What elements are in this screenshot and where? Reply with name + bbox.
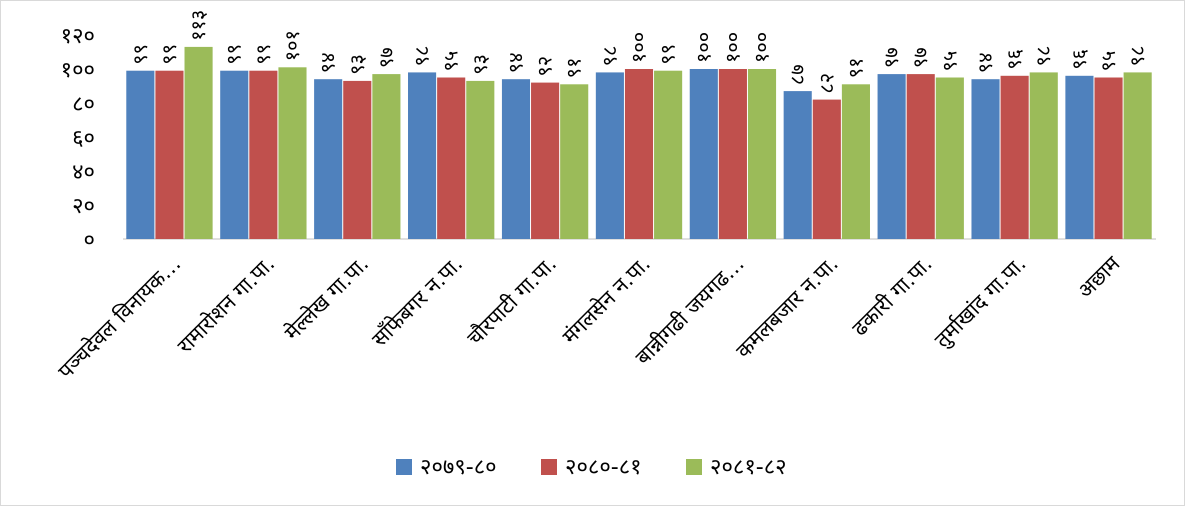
- legend-swatch: [396, 459, 412, 475]
- bar-2: [812, 99, 841, 239]
- data-label: ८७: [785, 64, 809, 85]
- bar-2: [249, 70, 278, 239]
- data-label: ९८: [1031, 46, 1055, 67]
- bar-2: [906, 74, 935, 239]
- data-label: ९३: [468, 54, 492, 75]
- data-label: ९५: [1096, 51, 1120, 72]
- bar-1: [314, 79, 343, 239]
- bar-3: [1123, 72, 1152, 240]
- data-label: ९९: [251, 44, 275, 65]
- data-label: ९४: [503, 52, 527, 73]
- bar-3: [372, 74, 401, 239]
- data-label: १००: [627, 32, 651, 63]
- legend-label: २०८१-८२: [710, 455, 787, 480]
- bar-1: [220, 70, 249, 239]
- bar-3: [935, 77, 964, 239]
- x-tick-label: मेल्लेख गा.पा.: [280, 252, 373, 345]
- bar-2: [437, 77, 466, 239]
- data-label: १००: [720, 32, 744, 63]
- data-label: ९६: [1067, 49, 1091, 70]
- data-label: ९४: [973, 52, 997, 73]
- data-label: ९५: [439, 51, 463, 72]
- x-tick-label: अछाम: [1073, 251, 1125, 303]
- bar-1: [595, 72, 624, 240]
- data-label: ९७: [908, 47, 932, 68]
- bar-1: [1065, 75, 1094, 239]
- x-tick-label: चौरपाटी गा.पा.: [463, 252, 562, 351]
- data-label: १००: [691, 32, 715, 63]
- data-label: ९८: [410, 46, 434, 67]
- bar-1: [126, 70, 155, 239]
- bar-2: [531, 82, 560, 239]
- x-tick-label: पञ्चदेवल विनायक…: [53, 252, 185, 384]
- bar-3: [184, 46, 213, 240]
- bar-3: [747, 69, 777, 239]
- bar-2: [155, 70, 184, 239]
- x-tick-label: साँफेबगर न.पा.: [367, 252, 467, 352]
- data-label: ९१: [843, 57, 867, 78]
- legend-swatch: [686, 459, 702, 475]
- x-tick-label: ढकारी गा.पा.: [848, 252, 937, 341]
- x-tick-label: रामारोशन गा.पा.: [173, 252, 280, 359]
- bar-1: [501, 79, 531, 239]
- bar-3: [560, 84, 589, 239]
- y-tick-label: ०: [84, 228, 95, 253]
- legend-label: २०८०-८१: [565, 455, 642, 480]
- bar-1: [783, 91, 812, 239]
- data-label: ९९: [128, 44, 152, 65]
- data-label: ९६: [1002, 49, 1026, 70]
- bar-1: [877, 74, 906, 239]
- data-label: ९८: [1125, 46, 1149, 67]
- y-tick-label: ८०: [72, 92, 95, 117]
- bar-2: [624, 69, 654, 239]
- data-label: ९८: [597, 46, 621, 67]
- y-tick-label: ४०: [72, 160, 95, 185]
- data-label: ११३: [186, 10, 210, 41]
- bar-2: [1000, 75, 1029, 239]
- data-label: ९९: [222, 44, 246, 65]
- data-label: ९९: [157, 44, 181, 65]
- bar-1: [971, 79, 1000, 239]
- legend-swatch: [541, 459, 557, 475]
- legend-label: २०७९-८०: [420, 455, 497, 480]
- y-tick-label: २०: [72, 194, 95, 219]
- data-label: ९३: [345, 54, 369, 75]
- bar-2: [343, 80, 372, 240]
- bar-3: [466, 80, 495, 240]
- bar-1: [408, 72, 437, 240]
- bar-2: [718, 69, 747, 239]
- data-label: ८२: [814, 73, 838, 94]
- bar-2: [1094, 77, 1123, 239]
- data-label: १००: [750, 32, 774, 63]
- data-label: १०१: [280, 30, 304, 61]
- data-label: ९१: [562, 57, 586, 78]
- data-label: ९७: [879, 47, 903, 68]
- bar-3: [278, 67, 307, 239]
- x-tick-label: तुर्माखांद गा.पा.: [930, 252, 1031, 353]
- y-tick-label: १२०: [61, 24, 95, 49]
- bar-3: [1029, 72, 1058, 240]
- bar-3: [654, 70, 683, 239]
- bar-3: [841, 84, 870, 239]
- y-tick-label: १००: [61, 58, 95, 83]
- x-tick-label: मंगलसेन न.पा.: [558, 252, 655, 349]
- data-label: ९४: [316, 52, 340, 73]
- data-label: ९७: [374, 47, 398, 68]
- data-label: ९२: [533, 56, 557, 77]
- data-label: ९५: [937, 51, 961, 72]
- bar-1: [689, 69, 718, 239]
- y-tick-label: ६०: [72, 126, 95, 151]
- data-label: ९९: [656, 44, 680, 65]
